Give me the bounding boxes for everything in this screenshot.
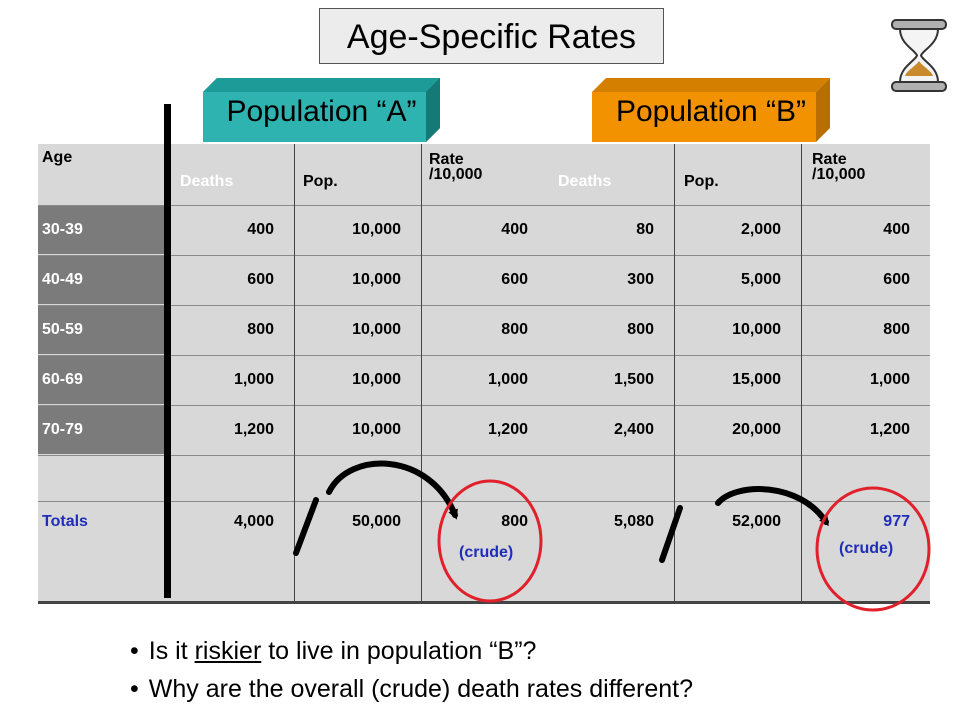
highlight-circle [815, 486, 931, 612]
deaths-cell: 800 [247, 321, 274, 338]
pop-header: Pop. [684, 173, 719, 190]
rate-cell: 1,000 [869, 371, 910, 388]
pop-cell: 2,000 [740, 221, 781, 238]
pop-cell: 5,000 [740, 271, 781, 288]
deaths-cell: 400 [247, 221, 274, 238]
population-a-tab: Population “A” [203, 78, 440, 142]
totals-pop: 50,000 [352, 513, 401, 530]
age-cell: 40-49 [38, 256, 166, 304]
rate-cell: 800 [883, 321, 910, 338]
rate-header: Rate /10,000 [812, 151, 866, 183]
rate-cell: 400 [883, 221, 910, 238]
deaths-cell: 80 [636, 221, 654, 238]
deaths-cell: 1,200 [233, 421, 274, 438]
pop-header: Pop. [303, 173, 338, 190]
question-1: Is it riskier to live in population “B”? [130, 632, 693, 670]
totals-rate: 800 [501, 513, 528, 530]
slash-mark [659, 505, 683, 563]
age-cell: 70-79 [38, 406, 166, 454]
pop-cell: 10,000 [352, 421, 401, 438]
arrow [326, 460, 458, 520]
population-b-tab: Population “B” [592, 78, 830, 142]
age-header: Age [42, 149, 73, 166]
age-cell: 30-39 [38, 206, 166, 254]
question-2: Why are the overall (crude) death rates … [130, 670, 693, 708]
pop-cell: 20,000 [732, 421, 781, 438]
question-list: Is it riskier to live in population “B”?… [130, 632, 693, 708]
deaths-cell: 2,400 [613, 421, 654, 438]
pop-cell: 10,000 [352, 321, 401, 338]
hourglass-icon [891, 19, 947, 92]
deaths-header: Deaths [180, 173, 234, 190]
totals-deaths: 5,080 [613, 513, 654, 530]
pop-cell: 10,000 [352, 221, 401, 238]
rate-cell: 1,200 [869, 421, 910, 438]
rate-cell: 600 [883, 271, 910, 288]
deaths-cell: 800 [627, 321, 654, 338]
age-cell: 50-59 [38, 306, 166, 354]
population-b-table: Deaths Pop. Rate /10,000 80 300 800 1,50… [548, 144, 930, 604]
arrow [715, 486, 829, 527]
population-b-label: Population “B” [615, 95, 807, 128]
rate-header: Rate /10,000 [429, 151, 483, 183]
deaths-cell: 300 [627, 271, 654, 288]
rate-cell: 600 [501, 271, 528, 288]
deaths-cell: 1,000 [233, 371, 274, 388]
age-cell: 60-69 [38, 356, 166, 404]
crude-note: (crude) [459, 544, 514, 561]
pop-cell: 10,000 [352, 271, 401, 288]
population-a-label: Population “A” [226, 95, 417, 128]
rate-cell: 400 [501, 221, 528, 238]
age-column-divider [164, 104, 171, 598]
population-a-table: Age Deaths Pop. Rate /10,000 30-39 40-49… [38, 144, 548, 604]
pop-cell: 15,000 [732, 371, 781, 388]
pop-cell: 10,000 [352, 371, 401, 388]
totals-pop: 52,000 [732, 513, 781, 530]
pop-cell: 10,000 [732, 321, 781, 338]
rate-cell: 1,000 [487, 371, 528, 388]
deaths-header: Deaths [558, 173, 612, 190]
totals-deaths: 4,000 [233, 513, 274, 530]
rate-cell: 800 [501, 321, 528, 338]
rate-cell: 1,200 [487, 421, 528, 438]
deaths-cell: 600 [247, 271, 274, 288]
totals-label: Totals [42, 513, 88, 530]
highlight-circle [437, 479, 543, 603]
deaths-cell: 1,500 [613, 371, 654, 388]
crude-note: (crude) [839, 540, 894, 557]
slash-mark [293, 497, 319, 556]
totals-rate: 977 [883, 513, 910, 530]
page-title: Age-Specific Rates [319, 8, 664, 64]
